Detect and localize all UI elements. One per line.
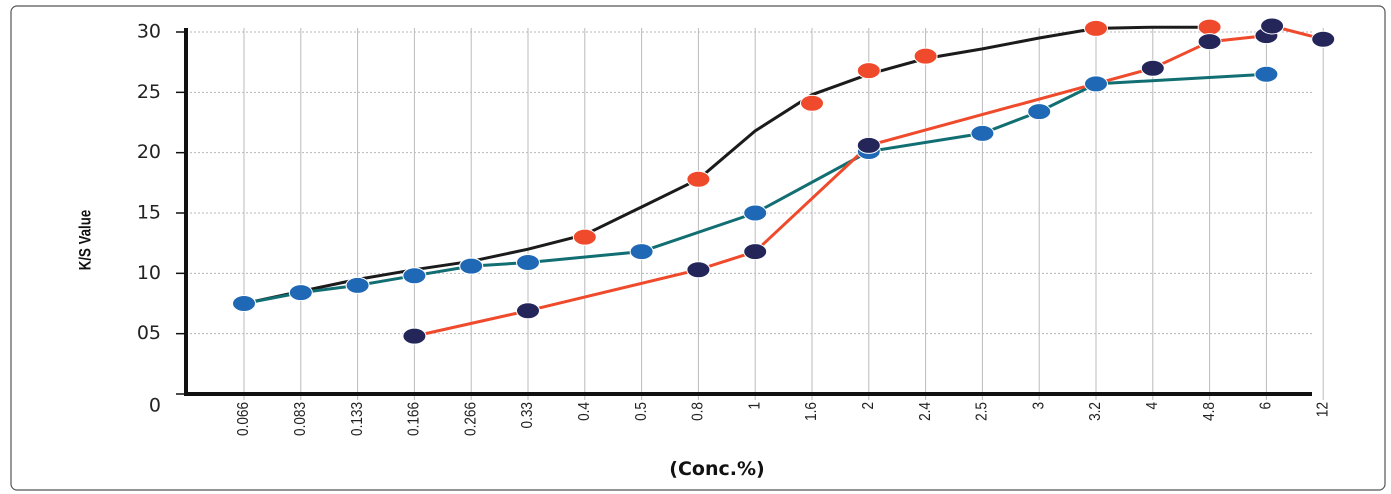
x-tick-label: 0.133 xyxy=(349,402,366,436)
series-2-point xyxy=(402,267,427,285)
x-axis-title: (Conc.%) xyxy=(669,458,764,480)
series-2-point xyxy=(345,276,370,294)
series-1-point xyxy=(856,62,881,80)
x-tick-labels: 0.066 0.083 0.133 0.166 0.266 0.33 0.4 0.5 0.8 1 1… xyxy=(235,402,1331,436)
series-1-point xyxy=(1197,18,1222,36)
series-2-point xyxy=(232,295,256,312)
series-2-point xyxy=(1254,65,1279,83)
series-3-point xyxy=(516,302,540,320)
series-3-point xyxy=(743,243,768,261)
series-2-point xyxy=(629,243,654,261)
x-tick-label: 12 xyxy=(1314,402,1331,417)
axes xyxy=(184,28,1312,396)
x-tick-label: 0.166 xyxy=(406,402,423,436)
series-3-point xyxy=(1311,30,1336,48)
x-tick-label: 0.083 xyxy=(292,402,309,436)
x-tick-label: 0.066 xyxy=(235,402,252,436)
x-tick-label: 3.2 xyxy=(1087,402,1104,421)
series-markers xyxy=(232,17,1336,345)
x-tick-label: 4 xyxy=(1144,402,1161,410)
y-tick-labels: 0 05 10 15 20 25 30 xyxy=(137,21,186,417)
x-tick-label: 4.8 xyxy=(1201,402,1218,421)
series-3-point xyxy=(1140,59,1165,77)
series-2-point xyxy=(516,253,540,271)
series-2-point xyxy=(459,257,484,275)
series-2-point xyxy=(743,204,768,222)
y-tick-label: 25 xyxy=(137,81,161,103)
series-1-point xyxy=(1084,19,1108,37)
x-tick-label: 6 xyxy=(1258,402,1275,410)
x-tick-label: 0.8 xyxy=(690,402,707,421)
series-2-point xyxy=(1084,75,1108,93)
series-2-point xyxy=(970,124,995,142)
series-3-point xyxy=(686,261,711,279)
x-tick-label: 2.4 xyxy=(917,402,934,421)
x-tick-label: 0.33 xyxy=(519,402,536,428)
y-tick-label: 10 xyxy=(137,262,161,284)
series-1-point xyxy=(913,47,938,65)
x-tick-label: 1 xyxy=(746,402,763,410)
y-tick-label: 05 xyxy=(137,322,161,344)
y-tick-label: 15 xyxy=(137,202,161,224)
series-3-point xyxy=(856,136,881,154)
y-tick-label: 30 xyxy=(137,21,161,43)
series-3-point xyxy=(1197,33,1222,51)
series-1-point xyxy=(800,94,824,112)
x-tick-label: 0.4 xyxy=(576,402,593,421)
x-tick-label: 2.5 xyxy=(974,402,991,421)
series-2-point xyxy=(288,284,313,302)
x-tick-label: 0.5 xyxy=(633,402,650,421)
series-1-point xyxy=(686,170,711,188)
x-tick-label: 1.6 xyxy=(803,402,820,421)
series-1-point xyxy=(572,228,597,246)
y-tick-label: 20 xyxy=(137,141,161,163)
series-3-point xyxy=(1260,17,1285,35)
x-tick-label: 3 xyxy=(1030,402,1047,410)
x-tick-label: 2 xyxy=(860,402,877,410)
series-2-point xyxy=(1027,103,1052,121)
y-tick-label: 0 xyxy=(149,395,161,417)
series-3-point xyxy=(402,327,427,345)
x-tick-label: 0.266 xyxy=(462,402,479,436)
y-axis-title: K/S Value xyxy=(76,210,95,270)
